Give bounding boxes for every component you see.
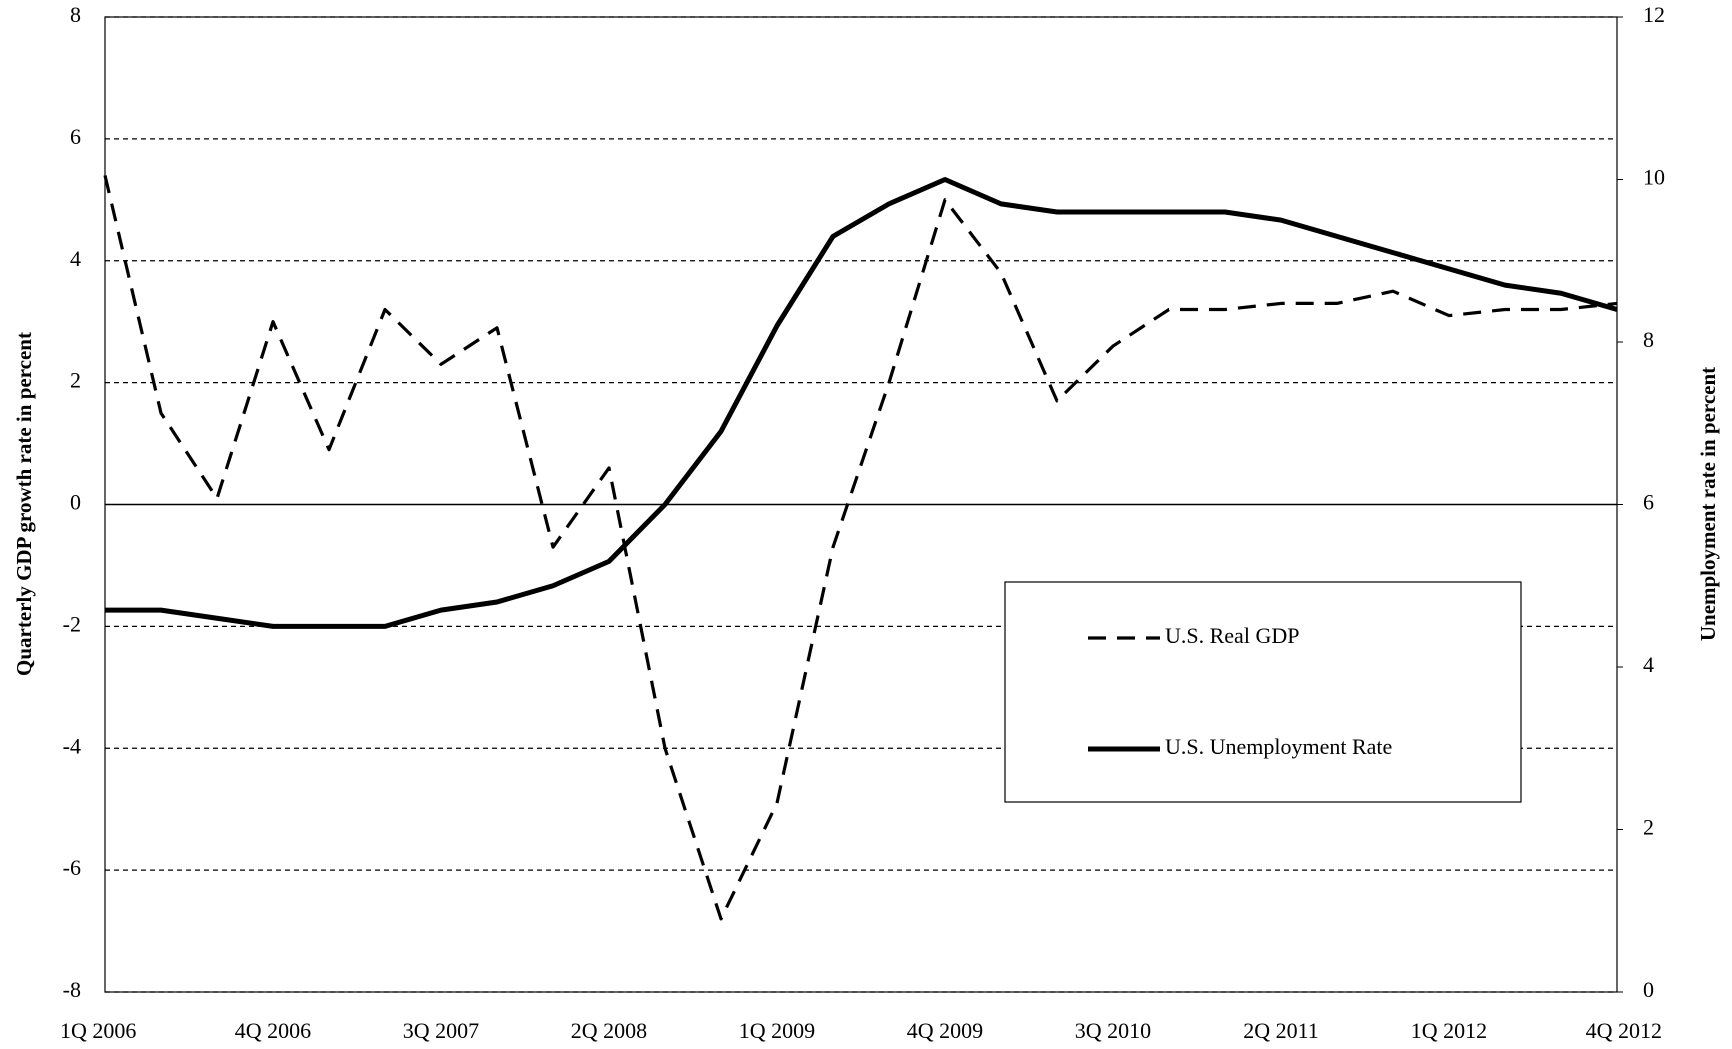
x-tick-label: 2Q 2011 (1243, 1018, 1319, 1043)
y2-tick-label: 4 (1643, 652, 1654, 677)
x-tick-label: 4Q 2006 (235, 1018, 311, 1043)
y-tick-label: 0 (70, 490, 81, 515)
x-tick-label: 1Q 2006 (60, 1018, 136, 1043)
y-tick-label: -4 (63, 733, 81, 758)
x-tick-label: 3Q 2010 (1075, 1018, 1151, 1043)
y2-tick-label: 0 (1643, 977, 1654, 1002)
y-tick-label: 4 (70, 246, 81, 271)
y-tick-label: -2 (63, 611, 81, 636)
x-tick-label: 3Q 2007 (403, 1018, 479, 1043)
x-tick-label: 4Q 2012 (1586, 1018, 1662, 1043)
legend-label: U.S. Real GDP (1165, 623, 1299, 648)
y2-axis-title: Unemployment rate in percent (1696, 367, 1720, 641)
x-tick-label: 1Q 2012 (1411, 1018, 1487, 1043)
y-axis-title: Quarterly GDP growth rate in percent (12, 332, 36, 676)
y2-tick-label: 6 (1643, 490, 1654, 515)
y-tick-label: 2 (70, 368, 81, 393)
y2-tick-label: 8 (1643, 327, 1654, 352)
y2-tick-label: 2 (1643, 815, 1654, 840)
legend-box (1004, 581, 1522, 803)
data-line (103, 175, 1618, 921)
y-tick-label: -8 (63, 977, 81, 1002)
x-tick-label: 4Q 2009 (907, 1018, 983, 1043)
y-tick-label: -6 (63, 855, 81, 880)
legend-label: U.S. Unemployment Rate (1165, 734, 1392, 759)
y2-tick-label: 10 (1643, 165, 1665, 190)
y2-tick-label: 12 (1643, 2, 1665, 27)
y-tick-label: 6 (70, 124, 81, 149)
y-tick-label: 8 (70, 2, 81, 27)
x-tick-label: 2Q 2008 (571, 1018, 647, 1043)
data-line (105, 177, 1618, 629)
x-tick-label: 1Q 2009 (739, 1018, 815, 1043)
